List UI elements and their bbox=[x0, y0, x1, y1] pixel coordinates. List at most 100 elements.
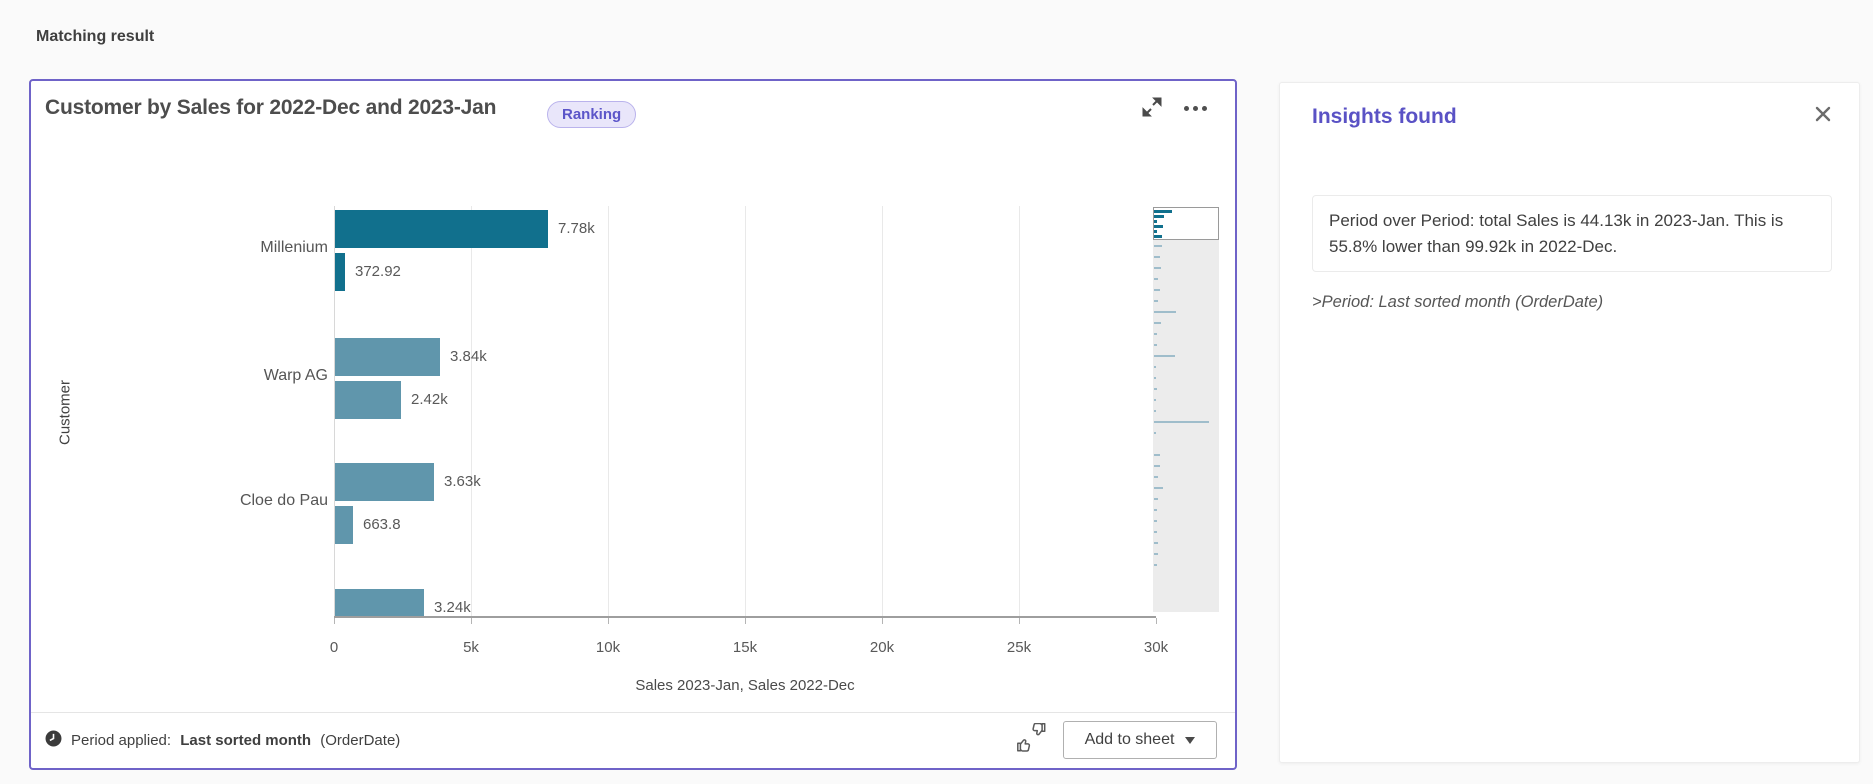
chart-title: Customer by Sales for 2022-Dec and 2023-… bbox=[45, 96, 497, 119]
x-tick bbox=[608, 618, 609, 624]
minimap-bar bbox=[1154, 542, 1158, 544]
gridline bbox=[1019, 206, 1020, 617]
x-tick bbox=[334, 618, 335, 624]
bar-value-label: 3.24k bbox=[434, 599, 471, 616]
minimap-viewport[interactable] bbox=[1153, 207, 1219, 240]
chart-card: Customer by Sales for 2022-Dec and 2023-… bbox=[29, 79, 1237, 770]
period-applied-field: (OrderDate) bbox=[320, 732, 401, 749]
period-applied-text: Period applied: Last sorted month (Order… bbox=[71, 732, 400, 749]
minimap-bar bbox=[1154, 220, 1157, 223]
minimap-bar bbox=[1154, 410, 1156, 412]
insights-title: Insights found bbox=[1312, 105, 1457, 128]
x-tick bbox=[745, 618, 746, 624]
more-menu-icon[interactable] bbox=[1173, 95, 1217, 121]
x-tick-label: 30k bbox=[1143, 639, 1169, 656]
bar-value-label: 7.78k bbox=[558, 220, 595, 237]
bar[interactable] bbox=[335, 210, 548, 248]
minimap-bar bbox=[1154, 300, 1158, 302]
x-tick bbox=[1019, 618, 1020, 624]
add-to-sheet-button[interactable]: Add to sheet bbox=[1063, 721, 1217, 759]
minimap-bar bbox=[1154, 230, 1157, 233]
bar-value-label: 663.8 bbox=[363, 516, 401, 533]
minimap-bar bbox=[1154, 388, 1157, 390]
category-label: Cloe do Pau bbox=[239, 492, 328, 509]
x-tick bbox=[471, 618, 472, 624]
expand-arrows-icon bbox=[1142, 97, 1162, 116]
minimap-bar bbox=[1154, 322, 1161, 324]
bar-value-label: 3.63k bbox=[444, 473, 481, 490]
bar[interactable] bbox=[335, 506, 353, 544]
feedback-thumbs-icon[interactable] bbox=[1015, 722, 1047, 755]
gridline bbox=[882, 206, 883, 617]
y-axis-line bbox=[334, 206, 335, 617]
x-axis-title: Sales 2023-Jan, Sales 2022-Dec bbox=[635, 677, 855, 694]
bar[interactable] bbox=[335, 589, 424, 617]
clock-icon bbox=[45, 730, 62, 752]
x-tick bbox=[882, 618, 883, 624]
x-tick-label: 5k bbox=[463, 639, 479, 656]
x-tick-label: 0 bbox=[329, 639, 339, 656]
period-note: >Period: Last sorted month (OrderDate) bbox=[1312, 293, 1604, 311]
plot-area: 7.78k 372.92 3.84k 2.42k 3.63k 663.8 3.24k bbox=[334, 206, 1156, 617]
minimap-bar bbox=[1154, 553, 1158, 555]
minimap-bar bbox=[1154, 215, 1164, 218]
footer-divider bbox=[31, 712, 1235, 713]
minimap-bar bbox=[1154, 498, 1158, 500]
minimap-scrollbar[interactable] bbox=[1153, 207, 1219, 612]
bar-value-label: 372.92 bbox=[355, 263, 401, 280]
minimap-bar bbox=[1154, 355, 1175, 357]
minimap-bar bbox=[1154, 377, 1156, 379]
minimap-bar bbox=[1154, 344, 1157, 346]
x-tick-label: 20k bbox=[869, 639, 895, 656]
x-axis-line bbox=[334, 616, 1156, 618]
minimap-track[interactable] bbox=[1153, 240, 1219, 612]
y-axis-title: Customer bbox=[56, 379, 74, 445]
period-applied-label: Period applied: bbox=[71, 732, 172, 749]
minimap-bar bbox=[1154, 509, 1157, 511]
minimap-bar bbox=[1154, 235, 1162, 238]
ranking-badge[interactable]: Ranking bbox=[547, 101, 637, 128]
minimap-bar bbox=[1154, 487, 1163, 489]
minimap-bar bbox=[1154, 333, 1157, 335]
x-tick-label: 15k bbox=[732, 639, 758, 656]
x-tick-label: 25k bbox=[1006, 639, 1032, 656]
bar[interactable] bbox=[335, 381, 401, 419]
category-label: Millenium bbox=[260, 239, 328, 256]
minimap-bar bbox=[1154, 399, 1156, 401]
x-tick bbox=[1156, 618, 1157, 624]
bar[interactable] bbox=[335, 338, 440, 376]
minimap-bar bbox=[1154, 432, 1156, 434]
bar-value-label: 3.84k bbox=[450, 348, 487, 365]
x-tick-label: 10k bbox=[595, 639, 621, 656]
caret-down-icon bbox=[1185, 736, 1196, 744]
minimap-bar bbox=[1154, 210, 1172, 213]
insight-card: Period over Period: total Sales is 44.13… bbox=[1312, 195, 1832, 272]
minimap-bar bbox=[1154, 278, 1158, 280]
minimap-bar bbox=[1154, 564, 1157, 566]
bar-value-label: 2.42k bbox=[411, 391, 448, 408]
add-to-sheet-label: Add to sheet bbox=[1084, 731, 1175, 748]
minimap-bar bbox=[1154, 256, 1160, 258]
minimap-bar bbox=[1154, 476, 1158, 478]
minimap-bar bbox=[1154, 454, 1160, 456]
gridline bbox=[471, 206, 472, 617]
minimap-bar bbox=[1154, 465, 1160, 467]
gridline bbox=[745, 206, 746, 617]
bar[interactable] bbox=[335, 463, 434, 501]
insights-panel: Insights found Period over Period: total… bbox=[1279, 82, 1860, 763]
expand-icon[interactable] bbox=[1139, 95, 1165, 121]
minimap-bar bbox=[1154, 366, 1156, 368]
gridline bbox=[608, 206, 609, 617]
category-label: Warp AG bbox=[263, 367, 328, 384]
minimap-bar bbox=[1154, 245, 1162, 247]
minimap-bar bbox=[1154, 311, 1176, 313]
minimap-bar bbox=[1154, 421, 1209, 423]
minimap-bar bbox=[1154, 531, 1157, 533]
minimap-bar bbox=[1154, 289, 1160, 291]
minimap-bar bbox=[1154, 225, 1163, 228]
matching-result-label: Matching result bbox=[36, 28, 155, 45]
period-applied-value: Last sorted month bbox=[180, 732, 312, 749]
close-icon[interactable] bbox=[1811, 103, 1835, 127]
bar[interactable] bbox=[335, 253, 345, 291]
minimap-bar bbox=[1154, 267, 1161, 269]
